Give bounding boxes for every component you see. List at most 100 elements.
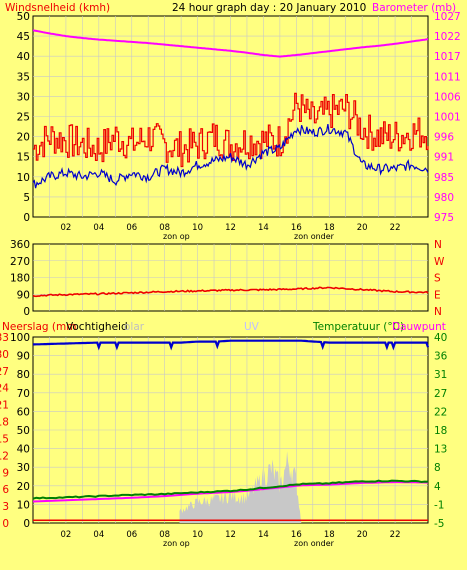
- chart-title: 24 hour graph day : 20 January 2010: [172, 2, 366, 14]
- direction-line: [32, 286, 429, 298]
- right-tick-label: 1011: [434, 71, 461, 83]
- barometer-line: [32, 29, 429, 58]
- right-tick-label: 40: [434, 332, 447, 344]
- temperature-line: [32, 479, 429, 500]
- sunrise-label: zon op: [163, 232, 190, 241]
- left-tick-label: 100: [10, 332, 30, 344]
- x-tick-label: 04: [93, 223, 104, 233]
- rain-mid-ticks: 0 3 6 9 12 15 18 21 24 27 30 33: [0, 332, 9, 530]
- x-tick-label: 04: [93, 530, 104, 540]
- x-tick-label: 20: [357, 223, 368, 233]
- right-tick-label: 27: [434, 388, 447, 400]
- rain-tick-label: 15: [0, 433, 9, 445]
- right-tick-label: 996: [434, 132, 454, 144]
- left-tick-label: 90: [17, 351, 30, 363]
- right-tick-label: 36: [434, 351, 448, 363]
- left-tick-label: 25: [17, 112, 30, 124]
- solar-area: [179, 451, 302, 523]
- sunset-label-bottom: zon onder: [294, 539, 335, 548]
- x-tick-label: 18: [324, 223, 335, 233]
- right-tick-label: 4: [434, 481, 441, 493]
- right-tick-label: -5: [434, 518, 444, 530]
- right-tick-label: 1017: [434, 51, 461, 63]
- left-tick-label: 45: [17, 31, 30, 43]
- humidity-line: [33, 339, 430, 351]
- humidity-x-ticks: 02 04 06 08 10 12 14 16 18 20 22: [61, 530, 401, 540]
- left-tick-label: 0: [23, 306, 30, 318]
- barometer-axis-label: Barometer (mb): [372, 2, 456, 14]
- left-tick-label: 40: [17, 444, 30, 456]
- left-tick-label: 180: [10, 273, 30, 285]
- left-tick-label: 50: [17, 11, 30, 23]
- rain-tick-label: 0: [2, 518, 9, 530]
- left-tick-label: 50: [17, 425, 30, 437]
- left-tick-label: 10: [17, 172, 30, 184]
- right-tick-label: N: [434, 239, 442, 251]
- x-tick-label: 02: [61, 223, 72, 233]
- right-tick-label: N: [434, 306, 442, 318]
- x-tick-label: 08: [159, 223, 170, 233]
- temperature-axis-label: Temperatuur (°C): [312, 321, 404, 333]
- left-tick-label: 15: [17, 152, 30, 164]
- x-tick-label: 16: [291, 530, 302, 540]
- left-tick-label: 0: [23, 518, 30, 530]
- left-tick-label: 0: [23, 212, 30, 224]
- solar-axis-label: olar: [124, 321, 145, 333]
- left-tick-label: 60: [17, 406, 30, 418]
- right-tick-label: -1: [434, 499, 444, 511]
- humidity-axis-label: Vochtigheid: [66, 321, 128, 333]
- left-tick-label: 30: [17, 462, 30, 474]
- rain-tick-label: 3: [2, 501, 9, 513]
- left-tick-label: 30: [17, 91, 30, 103]
- right-tick-label: E: [434, 289, 441, 301]
- left-tick-label: 360: [10, 239, 30, 251]
- right-tick-label: 1006: [434, 91, 461, 103]
- x-tick-label: 18: [324, 530, 335, 540]
- x-tick-label: 20: [357, 530, 368, 540]
- left-tick-label: 35: [17, 71, 30, 83]
- wind-barometer-chart: Windsnelheid (kmh) 24 hour graph day : 2…: [5, 2, 461, 241]
- gust-line: [33, 92, 429, 168]
- rain-tick-label: 18: [0, 417, 9, 429]
- direction-left-ticks: 0 90 180 270 360: [10, 239, 30, 318]
- right-tick-label: W: [434, 256, 445, 268]
- wind-x-ticks: 02 04 06 08 10 12 14 16 18 20 22: [61, 223, 401, 233]
- right-tick-label: 22: [434, 406, 447, 418]
- right-tick-label: 1027: [434, 11, 461, 23]
- x-tick-label: 10: [192, 530, 203, 540]
- left-tick-label: 20: [17, 132, 30, 144]
- right-tick-label: 985: [434, 172, 454, 184]
- wind-left-ticks: 0 5 10 15 20 25 30 35 40 45 50: [17, 11, 30, 224]
- right-tick-label: 975: [434, 212, 454, 224]
- x-tick-label: 22: [390, 530, 401, 540]
- right-tick-label: 31: [434, 369, 447, 381]
- sunset-label: zon onder: [294, 232, 335, 241]
- left-tick-label: 70: [17, 388, 30, 400]
- humidity-temperature-chart: Neerslag (mm Vochtigheid olar UV Tempera…: [0, 321, 448, 548]
- right-tick-label: 980: [434, 192, 454, 204]
- x-tick-label: 16: [291, 223, 302, 233]
- wind-axis-label: Windsnelheid (kmh): [5, 2, 110, 14]
- wind-line: [32, 123, 429, 189]
- rain-tick-label: 12: [0, 450, 9, 462]
- left-tick-label: 20: [17, 481, 30, 493]
- x-tick-label: 14: [258, 530, 269, 540]
- x-tick-label: 12: [225, 530, 236, 540]
- left-tick-label: 80: [17, 369, 30, 381]
- humidity-series: [32, 339, 430, 521]
- rain-tick-label: 30: [0, 349, 9, 361]
- x-tick-label: 14: [258, 223, 269, 233]
- right-tick-label: 1001: [434, 112, 461, 124]
- rain-tick-label: 9: [2, 467, 9, 479]
- wind-series: [32, 29, 429, 189]
- right-tick-label: 1022: [434, 31, 461, 43]
- rain-tick-label: 6: [2, 484, 9, 496]
- humidity-left-ticks: 0 10 20 30 40 50 60 70 80 90 100: [10, 332, 30, 530]
- direction-series: [32, 286, 429, 298]
- x-tick-label: 12: [225, 223, 236, 233]
- wind-grid: [33, 16, 428, 217]
- left-tick-label: 10: [17, 499, 30, 511]
- right-tick-label: S: [434, 273, 441, 285]
